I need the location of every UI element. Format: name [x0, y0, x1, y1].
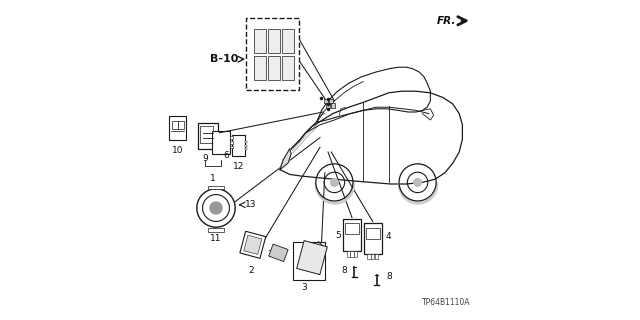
Text: 13: 13 [245, 200, 256, 209]
Text: B-10: B-10 [210, 54, 239, 64]
Bar [347, 251, 349, 257]
Bar [173, 121, 178, 129]
Bar [326, 103, 330, 108]
Bar [364, 223, 381, 253]
Circle shape [209, 201, 223, 215]
Text: 4: 4 [385, 232, 391, 241]
Bar [252, 24, 294, 83]
Text: 11: 11 [211, 234, 221, 243]
Bar [208, 186, 224, 189]
Bar [375, 253, 378, 259]
Bar [367, 253, 371, 259]
Polygon shape [244, 235, 262, 254]
Text: 5: 5 [335, 231, 340, 240]
Bar [331, 103, 335, 108]
Bar [230, 141, 233, 144]
Bar [178, 121, 184, 129]
Bar [268, 29, 280, 53]
Bar [245, 145, 248, 147]
Polygon shape [240, 231, 266, 258]
Bar [343, 219, 361, 251]
Bar [293, 242, 325, 280]
Text: 6: 6 [224, 151, 229, 160]
Text: 10: 10 [172, 146, 183, 155]
Text: 3: 3 [301, 283, 307, 292]
Polygon shape [280, 149, 291, 170]
Bar [246, 18, 300, 90]
Polygon shape [280, 91, 462, 184]
Bar [245, 148, 248, 150]
Bar [230, 146, 233, 148]
Text: 1: 1 [210, 174, 216, 183]
Bar [329, 99, 333, 103]
Text: 8: 8 [386, 272, 392, 281]
Text: TP64B1110A: TP64B1110A [422, 298, 470, 307]
Bar [345, 223, 359, 234]
Bar [169, 116, 186, 140]
Bar [212, 131, 230, 154]
Text: 8: 8 [341, 266, 347, 275]
Text: 7: 7 [268, 250, 273, 259]
Bar [208, 228, 224, 232]
Bar [351, 251, 353, 257]
Circle shape [413, 178, 422, 187]
Bar [282, 56, 294, 80]
Bar [230, 136, 233, 139]
Bar [245, 141, 248, 143]
Bar [200, 126, 212, 143]
Text: 12: 12 [233, 163, 244, 172]
Bar [355, 251, 357, 257]
Polygon shape [297, 241, 327, 275]
Bar [254, 56, 266, 80]
Bar [324, 99, 328, 103]
Bar [254, 29, 266, 53]
Text: FR.: FR. [436, 16, 456, 26]
Bar [282, 29, 294, 53]
Text: 9: 9 [202, 154, 207, 163]
Bar [371, 253, 374, 259]
Bar [365, 228, 380, 239]
Text: 2: 2 [248, 266, 254, 275]
Bar [268, 56, 280, 80]
Bar [198, 123, 218, 149]
Bar [232, 135, 245, 156]
Circle shape [330, 178, 339, 187]
Polygon shape [269, 244, 288, 261]
